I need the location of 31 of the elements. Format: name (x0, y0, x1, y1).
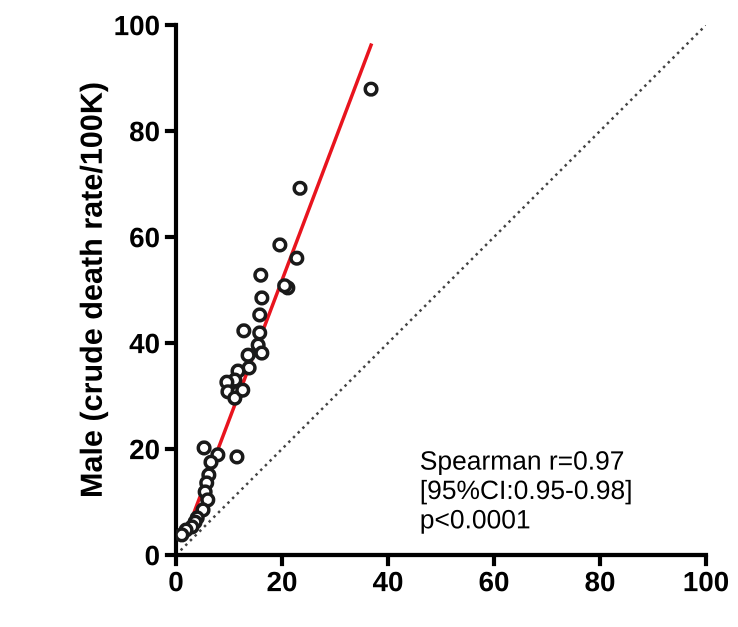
annotation: Spearman r=0.97 [95%CI:0.95-0.98] p<0.0001 (421, 451, 631, 534)
point (236, 323, 252, 338)
y-tick-label: 60 (130, 228, 159, 248)
point (253, 268, 268, 283)
x-tick-label: 0 (169, 572, 183, 592)
point (254, 346, 270, 361)
y-tick-label: 100 (115, 16, 159, 36)
point (229, 449, 244, 464)
x-tick-label: 80 (585, 572, 614, 592)
y-tick-label: 0 (146, 546, 159, 566)
x-tick-label: 60 (480, 572, 508, 592)
point (203, 454, 219, 470)
point (196, 440, 212, 456)
x-tick-label: 20 (268, 572, 296, 592)
point (252, 325, 268, 340)
y-tick-label: 20 (130, 440, 159, 460)
point (235, 382, 250, 398)
point (277, 278, 292, 294)
point (292, 180, 308, 196)
point (240, 348, 256, 363)
y-tick-label: 80 (130, 122, 159, 142)
x-tick-label: 100 (684, 572, 728, 592)
y-tick-label: 40 (130, 334, 159, 354)
point (254, 290, 270, 306)
y-axis-title: Male (crude death rate/100K) (80, 83, 108, 496)
x-tick-label: 40 (372, 572, 402, 592)
point (289, 250, 304, 266)
point (363, 82, 379, 97)
point (242, 360, 257, 376)
point (252, 307, 268, 322)
point (272, 237, 288, 252)
